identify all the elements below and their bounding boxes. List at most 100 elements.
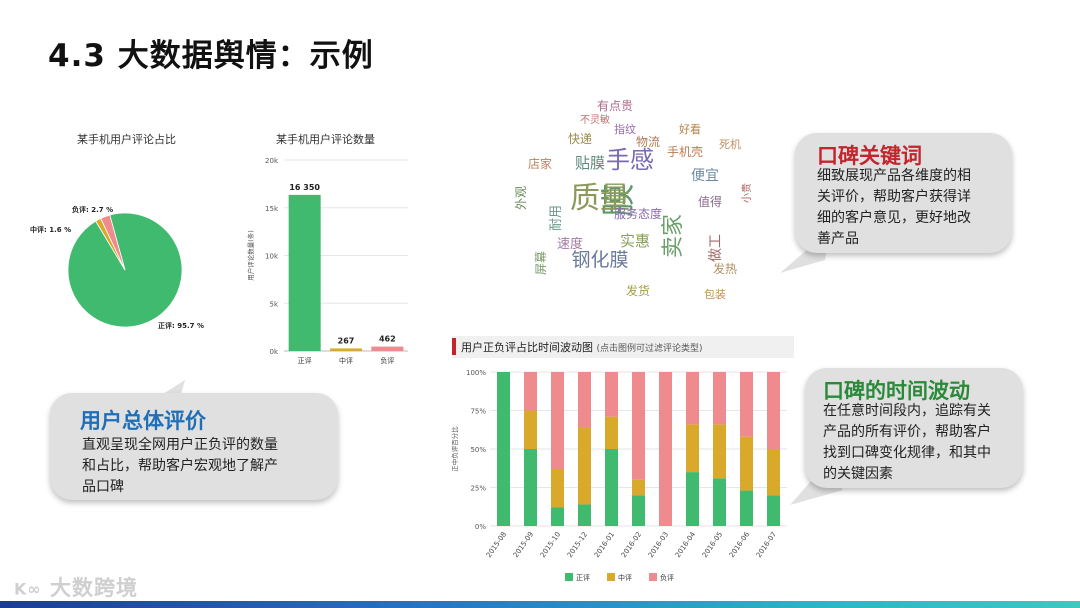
word-cloud-word: 店家	[528, 156, 552, 171]
x-tick-label: 2015-12	[566, 531, 589, 560]
stacked-bar-segment	[497, 372, 510, 526]
word-cloud-word: 质量	[570, 181, 630, 216]
bubble-keywords-title: 口碑关键词	[817, 144, 922, 168]
stacked-bar-segment	[767, 372, 780, 449]
legend-label: 正评	[576, 574, 590, 582]
bubble-keywords-text: 细致展现产品各维度的相 关评价，帮助客户获得详 细的客户意见，更好地改 善产品	[817, 168, 971, 247]
word-cloud-word: 速度	[557, 236, 583, 252]
bar	[330, 348, 362, 351]
word-cloud-word: 贴膜	[575, 154, 605, 172]
stacked-bar-segment	[686, 424, 699, 473]
stacked-bar-segment	[740, 490, 753, 526]
bubble-keywords: 口碑关键词 细致展现产品各维度的相 关评价，帮助客户获得详 细的客户意见，更好地…	[795, 133, 1012, 253]
bubble-overall: 用户总体评价 直观呈现全网用户正负评的数量 和占比，帮助客户宏观地了解产 品口碑	[50, 393, 338, 500]
stacked-bar-segment	[686, 472, 699, 526]
x-tick-label: 2015-10	[539, 531, 562, 560]
bar-value-label: 16 350	[289, 183, 320, 192]
word-cloud-word: 不灵敏	[580, 113, 610, 126]
y-tick-label: 25%	[470, 485, 486, 493]
stacked-bar-segment	[740, 436, 753, 491]
stacked-bar-segment	[605, 372, 618, 417]
word-cloud-word: 发货	[626, 283, 650, 298]
word-cloud-word: 手感	[606, 146, 654, 174]
legend-label: 中评	[618, 573, 632, 582]
bubble-timeline-title: 口碑的时间波动	[823, 379, 970, 403]
stacked-bar-segment	[524, 372, 537, 411]
word-cloud-word: 值得	[698, 194, 722, 209]
pie-chart-title: 某手机用户评论占比	[77, 133, 176, 146]
bar-value-label: 267	[338, 336, 355, 345]
y-tick-label: 100%	[466, 369, 486, 377]
word-cloud-word: 死机	[719, 137, 741, 151]
word-cloud-word: 实惠	[620, 232, 650, 250]
legend-swatch	[649, 573, 657, 581]
stacked-bar-segment	[551, 469, 564, 508]
word-cloud-word: 快递	[568, 132, 592, 146]
x-tick-label: 正评	[298, 357, 312, 365]
x-tick-label: 2015-08	[485, 531, 508, 560]
word-cloud-word: 包装	[704, 288, 726, 301]
y-tick-label: 15k	[265, 205, 279, 213]
word-cloud-word: 物流	[636, 135, 660, 149]
brand-text: 大数跨境	[50, 576, 139, 600]
stacked-bar-segment	[713, 424, 726, 479]
pie-chart: 正评: 95.7 % 中评: 1.6 % 负评: 2.7 %	[30, 205, 204, 330]
word-cloud-word: 外观	[514, 186, 528, 210]
stacked-bar-segment	[767, 495, 780, 526]
bubble-overall-text: 直观呈现全网用户正负评的数量 和占比，帮助客户宏观地了解产 品口碑	[82, 437, 278, 495]
stacked-bar-segment	[740, 372, 753, 437]
stacked-bar-segment	[632, 479, 645, 496]
bubble-timeline: 口碑的时间波动 在任意时间段内，追踪有关 产品的所有评价，帮助客户 找到口碑变化…	[805, 368, 1023, 488]
x-tick-label: 2016-05	[701, 531, 724, 560]
bubble-overall-title: 用户总体评价	[80, 409, 206, 433]
stacked-bar-segment	[524, 449, 537, 526]
timeline-chart-title: 用户正负评占比时间波动图 (点击图例可过滤评论类型)	[461, 341, 703, 354]
timeline-accent	[452, 338, 456, 355]
stacked-bar-segment	[659, 372, 672, 526]
pie-slice-label: 负评: 2.7 %	[72, 205, 113, 214]
y-axis-label: 用户评论数量(条)	[246, 230, 255, 281]
stacked-bar-segment	[551, 372, 564, 470]
stacked-bar-segment	[524, 410, 537, 449]
word-cloud-word: 钢化膜	[571, 249, 628, 271]
count-bar-chart: 0k 5k 10k 15k 20k 用户评论数量(条) 16 350 正评 267 中评 462 负评	[246, 157, 408, 365]
pie-slice	[67, 212, 183, 328]
stacked-bar-segment	[605, 416, 618, 449]
y-tick-label: 75%	[470, 408, 486, 416]
x-tick-label: 2016-04	[674, 530, 698, 559]
bar-value-label: 462	[379, 335, 396, 344]
count-chart-title: 某手机用户评论数量	[276, 133, 375, 146]
word-cloud-word: 指纹	[614, 122, 636, 136]
stacked-bar-segment	[632, 372, 645, 480]
brand-mark-icon: K∞	[14, 579, 42, 599]
word-cloud-word: 耐用	[549, 205, 564, 231]
x-tick-label: 2015-09	[512, 531, 535, 560]
y-tick-label: 20k	[265, 157, 279, 165]
word-cloud-word: 便宜	[691, 168, 719, 184]
stacked-bar-segment	[767, 449, 780, 496]
x-tick-label: 2016-06	[728, 530, 752, 559]
bottom-accent-bar	[0, 601, 1080, 608]
timeline-chart-subtitle: (点击图例可过滤评论类型)	[596, 344, 703, 354]
stacked-bar-segment	[686, 372, 699, 425]
x-tick-label: 2016-03	[647, 531, 670, 560]
x-tick-label: 2016-02	[620, 531, 643, 560]
word-cloud-word: 手机壳	[667, 145, 703, 159]
bar	[371, 346, 404, 351]
word-cloud-word: 屏幕	[534, 251, 548, 275]
stacked-bar-segment	[578, 504, 591, 526]
pie-slice	[100, 214, 126, 271]
legend-label: 负评	[660, 573, 674, 582]
pie-slice-label: 中评: 1.6 %	[30, 225, 71, 234]
word-cloud-word: 做工	[708, 234, 724, 262]
x-tick-label: 2016-01	[593, 531, 616, 560]
word-cloud-word: 有点贵	[597, 99, 633, 113]
x-tick-label: 中评	[339, 356, 353, 365]
y-tick-label: 0k	[269, 348, 278, 356]
word-cloud-word: 服务态度	[614, 206, 662, 221]
bar	[288, 194, 321, 351]
word-cloud-word: 卖家	[661, 214, 686, 258]
bubble-timeline-text: 在任意时间段内，追踪有关 产品的所有评价，帮助客户 找到口碑变化规律，和其中 的…	[823, 403, 991, 482]
